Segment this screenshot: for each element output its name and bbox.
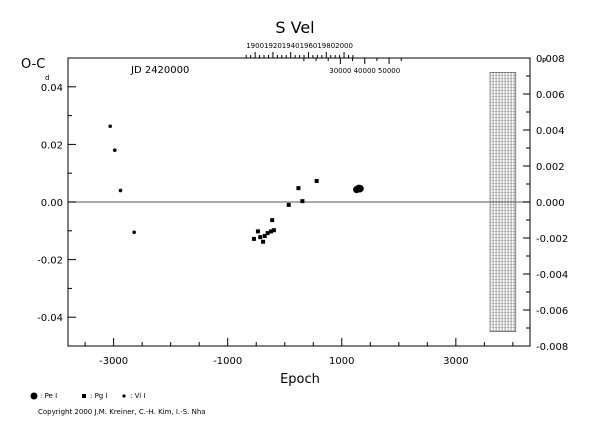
data-point-pg bbox=[269, 229, 274, 234]
data-point-pg bbox=[296, 186, 301, 191]
jd-tick-label: 40000 bbox=[354, 67, 376, 75]
data-point-pe bbox=[356, 184, 364, 192]
legend-marker-pg bbox=[82, 394, 86, 398]
legend: : Pe I : Pg I : Vi I bbox=[30, 392, 145, 400]
y-axis-label: O-C bbox=[21, 57, 45, 72]
y-right-tick-label: 0.004 bbox=[536, 126, 565, 137]
data-point-pg bbox=[251, 236, 256, 241]
x-tick-label: -1000 bbox=[213, 356, 242, 367]
chart-title: S Vel bbox=[275, 18, 314, 37]
x-tick-label: 3000 bbox=[443, 356, 468, 367]
legend-marker-vi bbox=[122, 394, 126, 398]
copyright-text: Copyright 2000 J.M. Kreiner, C.-H. Kim, … bbox=[38, 408, 206, 416]
data-point-pg bbox=[258, 235, 263, 240]
x-tick-label: 1000 bbox=[329, 356, 354, 367]
y-left-tick-label: -0.02 bbox=[37, 256, 63, 267]
y-right-tick-label: 0.006 bbox=[536, 90, 565, 101]
x-tick-label: -3000 bbox=[99, 356, 128, 367]
y-left-tick-label: -0.04 bbox=[37, 313, 63, 324]
y-right-tick-label: -0.002 bbox=[536, 234, 568, 245]
data-point-pg bbox=[261, 239, 266, 244]
data-point-vi bbox=[118, 188, 123, 193]
data-point-pg bbox=[271, 228, 276, 233]
year-tick-label: 1980 bbox=[317, 42, 335, 50]
year-tick-label: 1900 bbox=[246, 42, 264, 50]
data-points bbox=[108, 124, 364, 244]
legend-marker-pe bbox=[30, 392, 38, 400]
y-right-tick-label: 0.000 bbox=[536, 198, 565, 209]
y-right-tick-label: 0.002 bbox=[536, 162, 565, 173]
y-right-tick-label: -0.004 bbox=[536, 270, 568, 281]
data-point-pg bbox=[255, 229, 260, 234]
data-point-pg bbox=[265, 231, 270, 236]
y-left-tick-label: 0.02 bbox=[41, 140, 63, 151]
y-right-tick-label: -0.008 bbox=[536, 342, 568, 353]
data-point-pg bbox=[262, 233, 267, 238]
y-left-tick-label: 0.04 bbox=[41, 83, 63, 94]
y-left-tick-label: 0.00 bbox=[41, 198, 63, 209]
year-tick-label: 1920 bbox=[264, 42, 282, 50]
year-tick-label: 1940 bbox=[282, 42, 300, 50]
data-point-pg bbox=[314, 178, 319, 183]
axis-ticks: -3000 -1000 1000 3000 0.04 0.02 0.00 -0.02 -0.04… bbox=[37, 42, 568, 367]
data-point-pg bbox=[286, 202, 291, 207]
y-right-tick-label: 0.008 bbox=[536, 54, 565, 65]
legend-label-pg: : Pg I bbox=[90, 392, 108, 400]
jd-tick-label: 30000 bbox=[329, 67, 351, 75]
data-point-vi bbox=[112, 148, 117, 152]
data-point-pg bbox=[300, 199, 305, 204]
y-right-tick-label: -0.006 bbox=[536, 306, 568, 317]
year-tick-label: 2000 bbox=[335, 42, 353, 50]
y-left-unit-label: d bbox=[45, 74, 49, 82]
year-tick-label: 1960 bbox=[300, 42, 318, 50]
jd-label: JD 2420000 bbox=[130, 65, 189, 76]
legend-label-vi: : Vi I bbox=[130, 392, 145, 400]
data-point-pg bbox=[270, 218, 275, 223]
y-right-unit-label: P bbox=[542, 57, 546, 65]
data-point-vi bbox=[108, 124, 113, 129]
legend-label-pe: : Pe I bbox=[40, 392, 57, 400]
jd-tick-label: 50000 bbox=[378, 67, 400, 75]
x-axis-label: Epoch bbox=[280, 372, 320, 387]
data-point-vi bbox=[132, 230, 136, 235]
